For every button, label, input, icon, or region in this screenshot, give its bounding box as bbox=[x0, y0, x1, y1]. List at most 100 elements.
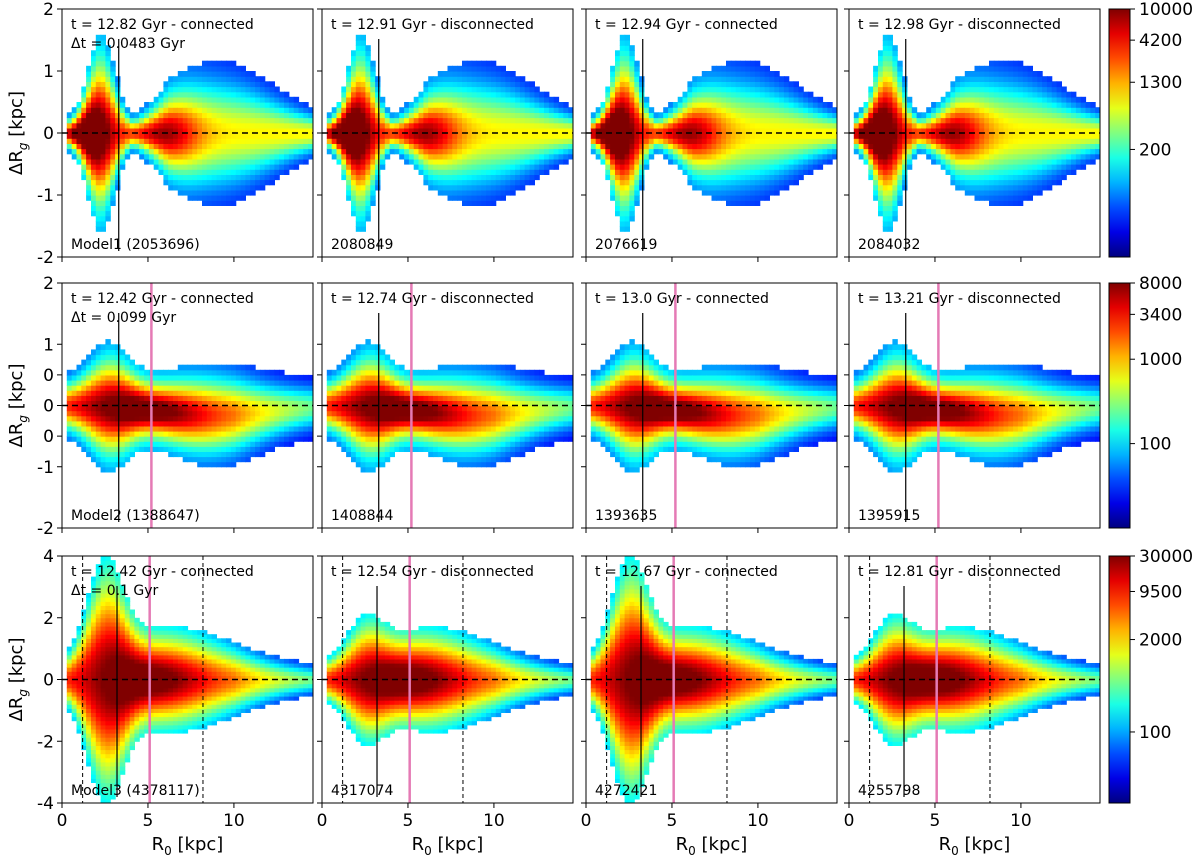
heatmap-cell bbox=[81, 96, 87, 103]
heatmap-cell bbox=[423, 127, 429, 134]
heatmap-cell bbox=[360, 45, 366, 51]
heatmap-cell bbox=[524, 127, 531, 134]
heatmap-cell bbox=[226, 385, 232, 391]
heatmap-cell bbox=[375, 107, 381, 113]
heatmap-cell bbox=[615, 200, 621, 206]
heatmap-cell bbox=[529, 169, 535, 175]
heatmap-cell bbox=[168, 179, 174, 186]
heatmap-cell bbox=[510, 117, 516, 124]
heatmap-cell bbox=[71, 143, 78, 150]
heatmap-cell bbox=[115, 179, 121, 186]
heatmap-cell bbox=[202, 169, 208, 175]
heatmap-cell bbox=[808, 133, 814, 139]
heatmap-cell bbox=[452, 107, 458, 113]
heatmap-cell bbox=[462, 179, 468, 186]
heatmap-cell bbox=[515, 148, 521, 155]
heatmap-cell bbox=[490, 164, 497, 170]
heatmap-cell bbox=[1042, 96, 1048, 103]
heatmap-cell bbox=[911, 143, 918, 150]
heatmap-cell bbox=[1008, 107, 1014, 113]
heatmap bbox=[326, 34, 573, 232]
heatmap-cell bbox=[355, 76, 362, 82]
heatmap-cell bbox=[624, 174, 630, 181]
heatmap-cell bbox=[510, 71, 516, 77]
heatmap-cell bbox=[86, 195, 92, 201]
heatmap-cell bbox=[639, 164, 645, 170]
heatmap-cell bbox=[524, 164, 531, 170]
heatmap-cell bbox=[955, 158, 961, 165]
heatmap-cell bbox=[245, 138, 251, 144]
heatmap-cell bbox=[105, 50, 111, 57]
heatmap-cell bbox=[466, 200, 473, 206]
heatmap-cell bbox=[1075, 143, 1082, 150]
heatmap-cell bbox=[351, 96, 357, 103]
heatmap-cell bbox=[206, 102, 213, 108]
heatmap-cell bbox=[110, 143, 116, 150]
heatmap-cell bbox=[428, 184, 434, 191]
heatmap-cell bbox=[476, 86, 482, 93]
heatmap-cell bbox=[817, 102, 824, 108]
heatmap-cell bbox=[505, 76, 511, 82]
heatmap-cell bbox=[81, 374, 87, 381]
heatmap-cell bbox=[240, 117, 246, 124]
heatmap-cell bbox=[764, 133, 770, 139]
heatmap-cell bbox=[955, 127, 961, 134]
heatmap-cell bbox=[221, 107, 227, 113]
heatmap-cell bbox=[639, 112, 645, 119]
heatmap-cell bbox=[798, 86, 804, 93]
heatmap-cell bbox=[404, 133, 410, 139]
heatmap-cell bbox=[351, 195, 357, 201]
heatmap-cell bbox=[341, 102, 347, 108]
heatmap-cell bbox=[355, 184, 362, 191]
panel-title: t = 12.82 Gyr - connected bbox=[71, 17, 254, 33]
heatmap-cell bbox=[230, 451, 237, 458]
heatmap-cell bbox=[81, 127, 87, 134]
heatmap-cell bbox=[452, 127, 458, 134]
heatmap-cell bbox=[462, 71, 468, 77]
heatmap-cell bbox=[515, 179, 521, 186]
heatmap-cell bbox=[639, 138, 645, 144]
heatmap-cell bbox=[221, 189, 227, 196]
heatmap-cell bbox=[759, 138, 766, 144]
heatmap-cell bbox=[931, 102, 937, 108]
heatmap-cell bbox=[634, 195, 640, 201]
heatmap-cell bbox=[643, 122, 650, 129]
heatmap-cell bbox=[730, 112, 737, 119]
heatmap-cell bbox=[984, 138, 990, 144]
heatmap-cell bbox=[687, 148, 693, 155]
heatmap-cell bbox=[1051, 81, 1058, 88]
heatmap-cell bbox=[558, 122, 564, 129]
heatmap-cell bbox=[610, 143, 616, 150]
heatmap-cell bbox=[326, 138, 333, 144]
heatmap-cell bbox=[624, 133, 630, 139]
heatmap-cell bbox=[629, 60, 635, 67]
heatmap-cell bbox=[355, 117, 362, 124]
heatmap-cell bbox=[984, 148, 990, 155]
heatmap-cell bbox=[783, 112, 790, 119]
heatmap-cell bbox=[887, 40, 893, 46]
heatmap-cell bbox=[240, 133, 246, 139]
heatmap-cell bbox=[730, 174, 737, 181]
heatmap-cell bbox=[486, 189, 492, 196]
heatmap-cell bbox=[230, 148, 237, 155]
heatmap-cell bbox=[119, 107, 126, 113]
heatmap-cell bbox=[360, 60, 366, 67]
heatmap-cell bbox=[706, 148, 713, 155]
heatmap-cell bbox=[950, 96, 956, 103]
heatmap-cell bbox=[964, 174, 971, 181]
heatmap-cell bbox=[558, 158, 564, 165]
heatmap-cell bbox=[1080, 112, 1087, 119]
heatmap-cell bbox=[437, 179, 444, 186]
heatmap-cell bbox=[706, 164, 713, 170]
heatmap-cell bbox=[998, 143, 1004, 150]
heatmap-cell bbox=[950, 164, 956, 170]
heatmap-cell bbox=[735, 60, 741, 67]
heatmap-cell bbox=[81, 380, 87, 386]
heatmap-cell bbox=[95, 436, 102, 442]
heatmap-cell bbox=[682, 117, 688, 124]
heatmap-cell bbox=[1037, 71, 1043, 77]
heatmap-cell bbox=[1027, 91, 1033, 98]
heatmap-cell bbox=[1027, 184, 1033, 191]
heatmap-cell bbox=[822, 138, 828, 144]
heatmap-cell bbox=[447, 169, 453, 175]
